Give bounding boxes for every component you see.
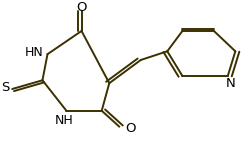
Text: O: O bbox=[125, 122, 135, 135]
Text: NH: NH bbox=[54, 114, 73, 127]
Text: HN: HN bbox=[24, 46, 43, 59]
Text: S: S bbox=[1, 81, 9, 94]
Text: N: N bbox=[225, 77, 234, 90]
Text: O: O bbox=[76, 1, 86, 14]
